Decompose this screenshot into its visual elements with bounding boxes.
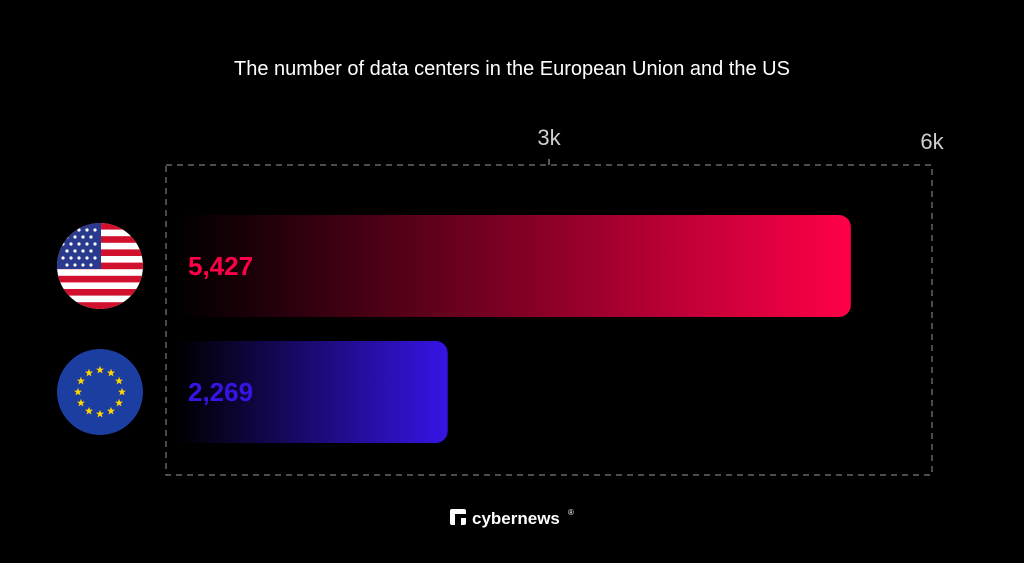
eu-star bbox=[76, 398, 85, 407]
eu-star bbox=[115, 376, 124, 385]
brand-name: cybernews bbox=[472, 509, 560, 528]
us-flag-icon bbox=[57, 223, 143, 309]
chart-title: The number of data centers in the Europe… bbox=[234, 58, 790, 80]
x-tick-label: 3k bbox=[537, 125, 561, 150]
eu-star bbox=[96, 409, 104, 418]
cybernews-logo: cybernews ® bbox=[450, 508, 574, 528]
value-label-eu: 2,269 bbox=[188, 377, 253, 407]
x-tick-label: 6k bbox=[920, 129, 944, 154]
bars: 5,427 2,269 bbox=[178, 215, 851, 443]
cybernews-logo-icon bbox=[450, 509, 466, 525]
plot-frame bbox=[165, 164, 933, 476]
x-axis-ticks: 3k 6k bbox=[537, 125, 945, 165]
eu-star bbox=[107, 406, 115, 415]
eu-star bbox=[96, 365, 104, 374]
value-label-us: 5,427 bbox=[188, 251, 253, 281]
eu-star bbox=[74, 387, 82, 396]
eu-star bbox=[115, 398, 124, 407]
eu-star bbox=[107, 368, 115, 377]
eu-star bbox=[118, 387, 126, 396]
bar-us bbox=[178, 215, 851, 317]
eu-star bbox=[76, 376, 85, 385]
eu-star bbox=[85, 368, 93, 377]
bar-eu bbox=[178, 341, 448, 443]
brand-registered-mark: ® bbox=[568, 508, 574, 517]
eu-flag-icon bbox=[57, 349, 143, 435]
eu-star bbox=[85, 406, 93, 415]
